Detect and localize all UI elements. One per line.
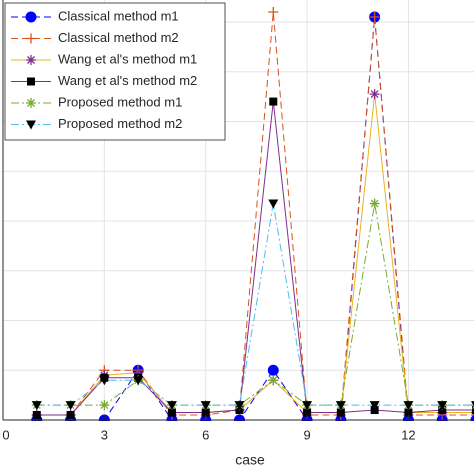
marker: [26, 33, 36, 44]
series-line: [36, 11, 474, 416]
marker: [66, 411, 75, 420]
marker: [65, 401, 76, 411]
marker: [32, 411, 41, 420]
marker: [369, 89, 380, 100]
marker: [369, 401, 380, 411]
series-line: [36, 203, 474, 406]
marker: [167, 408, 176, 417]
marker: [201, 408, 210, 417]
marker: [268, 375, 279, 386]
x-tick-label: 3: [101, 427, 108, 442]
series-line: [36, 101, 474, 416]
marker: [200, 401, 211, 411]
legend-label: Classical method m2: [58, 30, 179, 45]
marker: [302, 401, 313, 411]
x-axis-label: case: [235, 452, 265, 468]
x-tick-label: 6: [202, 427, 209, 442]
legend-label: Classical method m1: [58, 8, 179, 23]
x-tick-label: 0: [2, 427, 9, 442]
marker: [133, 376, 144, 386]
marker: [26, 98, 36, 108]
x-tick-label: 9: [303, 427, 310, 442]
legend-label: Wang et al's method m1: [58, 51, 197, 66]
marker: [31, 401, 42, 411]
marker: [269, 97, 278, 106]
marker: [268, 199, 279, 209]
marker: [471, 401, 474, 407]
marker: [472, 406, 474, 415]
x-tick-label: 12: [401, 427, 415, 442]
series-line: [36, 203, 474, 406]
legend-label: Wang et al's method m2: [58, 73, 197, 88]
marker: [26, 120, 36, 130]
marker: [99, 376, 110, 386]
legend-box: [4, 2, 226, 141]
marker: [437, 401, 448, 411]
marker: [133, 367, 144, 378]
marker: [99, 400, 110, 411]
marker: [268, 7, 279, 17]
marker: [403, 401, 414, 411]
legend: Classical method m1 Classical method m2 Wa…: [4, 2, 226, 141]
marker: [336, 408, 345, 417]
marker: [27, 77, 35, 86]
marker: [369, 198, 380, 209]
marker: [303, 408, 312, 417]
marker: [234, 401, 245, 411]
marker: [25, 11, 37, 23]
x-ticks: 0 3 6 9 12: [2, 415, 416, 442]
series-line: [36, 94, 474, 416]
legend-label: Proposed method m1: [58, 94, 182, 109]
marker: [26, 55, 36, 65]
plot-area: [31, 7, 474, 421]
marker: [404, 408, 413, 417]
legend-label: Proposed method m2: [58, 116, 182, 131]
marker: [267, 364, 279, 376]
marker: [335, 401, 346, 411]
marker: [369, 11, 380, 22]
marker: [166, 401, 177, 411]
